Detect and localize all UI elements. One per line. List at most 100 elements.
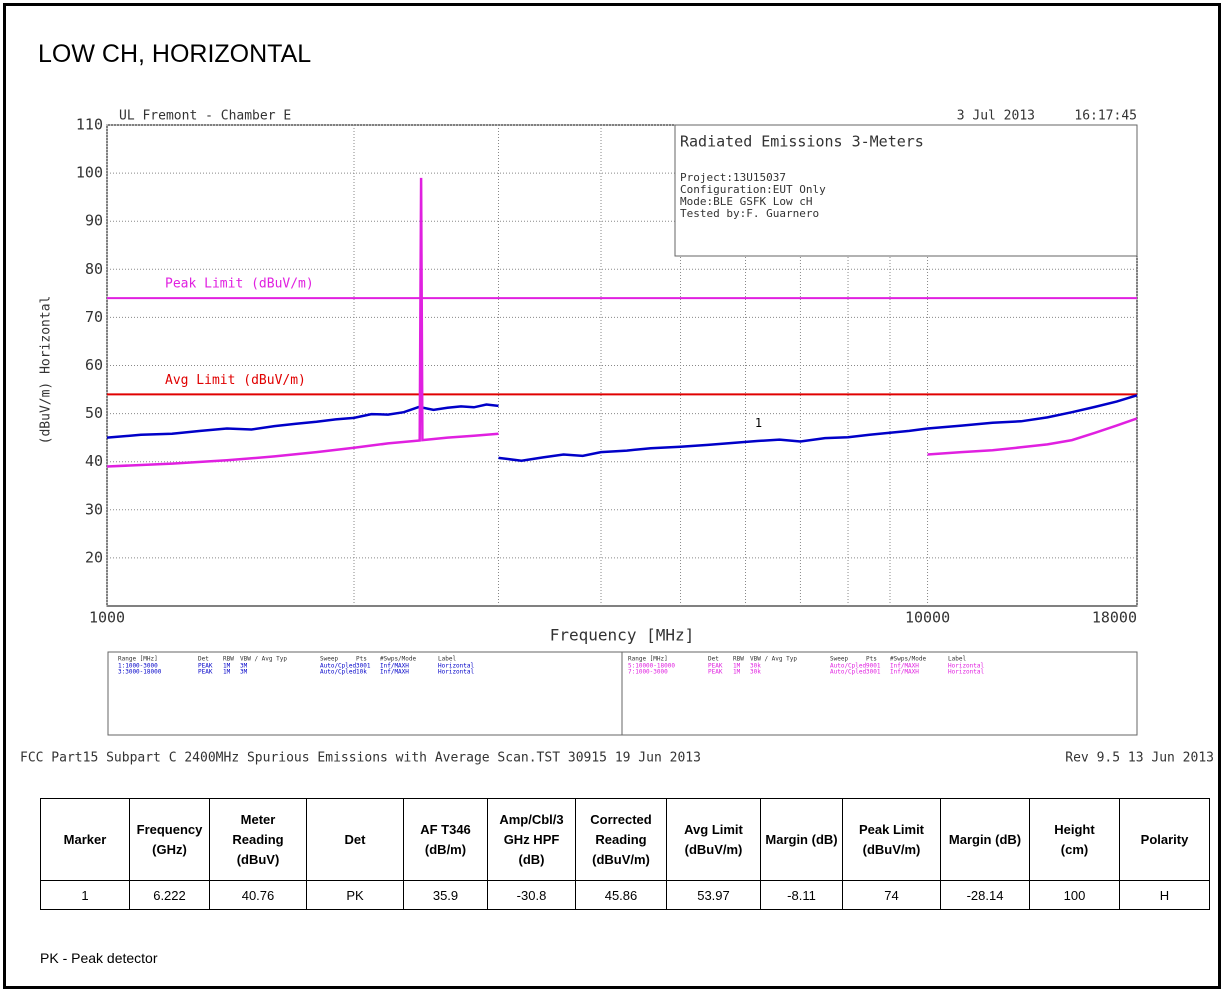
sweep-header: Label [948,656,966,663]
data-cell: -28.14 [940,880,1030,910]
frame [3,3,1221,989]
sweep-cell: Inf/MAXH [890,669,919,676]
header-row: Marker Frequency (GHz) Meter Reading (dBuV) De… [40,798,1210,881]
y-tick-label: 80 [85,260,103,278]
limit-label: Avg Limit (dBuV/m) [165,373,306,388]
sweep-cell: Horizontal [438,669,475,676]
sweep-cell: Horizontal [438,663,475,670]
data-cell: PK [306,880,404,910]
header-text: Det [344,831,366,847]
sweep-header: Sweep [830,656,848,663]
sweep-header: RBW [733,656,744,663]
sweep-cell: Inf/MAXH [380,669,409,676]
sweep-header: Det [708,656,719,663]
sweep-cell: Horizontal [948,669,985,676]
sweep-cell: Auto/Cpled [830,669,867,676]
data-cell: 35.9 [403,880,488,910]
data-cell: H [1119,880,1210,910]
data-row: 1 6.222 40.76 PK 35.9 -30.8 45.86 53.97 -8.11 74-… [40,880,1210,910]
x-tick-label: 10000 [905,609,950,627]
sweep-cell: PEAK [708,669,723,676]
header-cell: Height (cm) [1029,798,1120,881]
header-cell: Peak Limit (dBuV/m) [842,798,941,881]
trace [106,403,499,439]
sweep-cell: 3:3000-18000 [118,669,162,676]
header-cell: Polarity [1119,798,1210,881]
header-cell: Margin (dB) [760,798,843,881]
y-tick-label: 30 [85,500,103,518]
sweep-header: #Swps/Mode [380,656,417,663]
trace [927,417,1138,456]
header-text: Margin (dB) [948,831,1022,847]
header-text: Peak Limit [858,821,925,837]
sweep-cell: 1:1000-3000 [118,663,158,670]
header-text: Amp/Cbl/3 [499,811,564,827]
header-text: (dBuV) [236,851,280,867]
results-table: Marker Frequency (GHz) Meter Reading (dBuV) De… [40,798,1210,910]
info-line: Tested by:F. Guarnero [680,207,819,220]
sweep-header: Label [438,656,456,663]
data-cell: 53.97 [666,880,761,910]
chart-time: 16:17:45 [1074,109,1137,124]
header-text: Frequency [136,821,203,837]
data-cell: 6.222 [129,880,210,910]
page-title: LOW CH, HORIZONTAL [38,40,312,68]
sweep-cell: 1M [733,669,741,676]
sweep-cell: 9001 [866,663,881,670]
data-cell: 74 [842,880,941,910]
y-tick-label: 50 [85,404,103,422]
header-cell: Meter Reading (dBuV) [209,798,307,881]
header-text: (GHz) [152,841,187,857]
header-cell: Det [306,798,404,881]
header-text: AF T346 [420,821,471,837]
sweep-cell: Auto/Cpled [320,669,357,676]
x-tick-label: 18000 [1092,609,1137,627]
x-tick-label: 1000 [89,609,125,627]
data-cell: 45.86 [575,880,667,910]
header-text: Reading [595,831,647,847]
header-text: Avg Limit [684,821,743,837]
footer-left: FCC Part15 Subpart C 2400MHz Spurious Em… [20,751,701,766]
header-text: (dB/m) [424,841,467,857]
footer-right: Rev 9.5 13 Jun 2013 [1065,751,1214,766]
sweep-cell: 3M [240,669,248,676]
sweep-header: Pts [866,656,877,663]
info-line: Project:13U15037 [680,171,786,184]
trace [498,394,1138,462]
limit-label: Peak Limit (dBuV/m) [165,277,314,292]
data-cell: -8.11 [760,880,843,910]
data-cell: 100 [1029,880,1120,910]
sweep-cell: PEAK [708,663,723,670]
sweep-header: Range [MHz] [118,656,158,663]
sweep-cell: 3M [240,663,248,670]
header-text: (cm) [1060,841,1089,857]
sweep-cell: 1M [223,669,231,676]
header-cell: Marker [40,798,130,881]
data-cell: 40.76 [209,880,307,910]
sweep-cell: 1M [223,663,231,670]
header-text: (dBuV/m) [862,841,921,857]
header-text: Meter [240,811,276,827]
info-line: Configuration:EUT Only [680,183,826,196]
header-text: Polarity [1140,831,1189,847]
data-cell: -30.8 [487,880,576,910]
sweep-cell: Auto/Cpled [830,663,867,670]
sweep-cell: 3001 [356,663,371,670]
trace [106,177,499,468]
header-text: Reading [232,831,284,847]
y-tick-label: 110 [76,116,103,134]
header-cell: Frequency (GHz) [129,798,210,881]
sweep-cell: PEAK [198,663,213,670]
info-box [674,124,1138,257]
sweep-header: #Swps/Mode [890,656,927,663]
sweep-cell: Inf/MAXH [380,663,409,670]
sweep-header: Sweep [320,656,338,663]
header-text: (dBuV/m) [684,841,743,857]
header-cell: Avg Limit (dBuV/m) [666,798,761,881]
header-cell: Margin (dB) [940,798,1030,881]
y-tick-label: 60 [85,356,103,374]
sweep-header: Det [198,656,209,663]
header-text: Corrected [590,811,652,827]
sweep-cell: 10k [356,669,367,676]
